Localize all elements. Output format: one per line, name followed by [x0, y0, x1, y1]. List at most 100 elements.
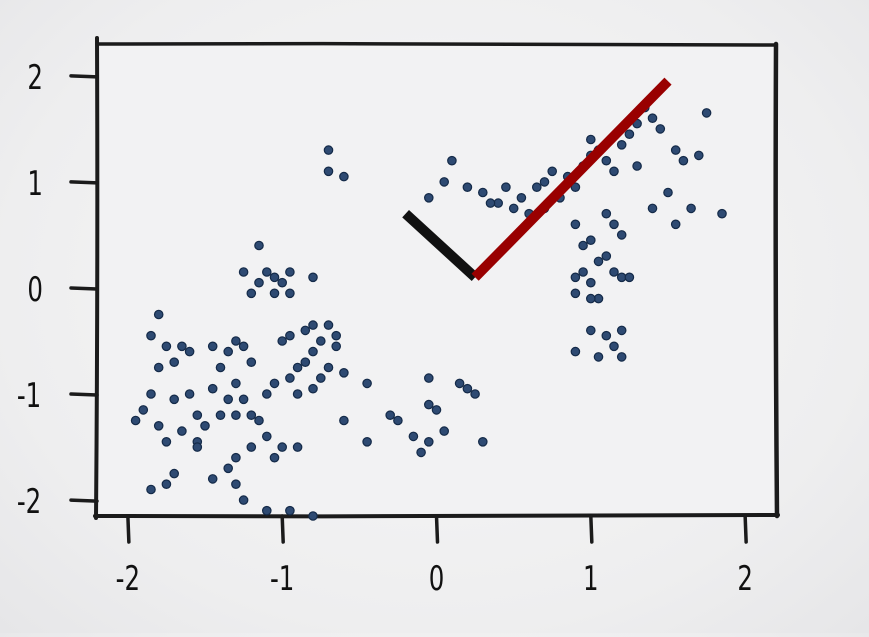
data-point: [578, 240, 588, 251]
data-point: [439, 426, 449, 436]
data-point: [285, 288, 295, 299]
data-point: [678, 155, 689, 166]
data-point: [570, 182, 581, 192]
x-tick-label: -2: [116, 559, 140, 598]
y-axis-line: [94, 36, 100, 520]
y-tick-label: -1: [17, 376, 41, 415]
data-point: [601, 208, 612, 219]
x-tick-label: 1: [583, 559, 599, 598]
plot-area: [97, 44, 776, 516]
data-point: [393, 415, 403, 426]
y-tick: [69, 180, 99, 185]
data-point: [285, 330, 295, 341]
data-point: [223, 463, 233, 474]
data-point: [261, 267, 272, 277]
data-point: [323, 362, 334, 373]
data-point: [585, 325, 596, 336]
data-point: [285, 505, 295, 516]
data-point: [292, 389, 303, 399]
data-point: [339, 415, 349, 426]
data-point: [177, 341, 187, 352]
y-tick-label: 1: [27, 164, 43, 203]
data-point: [647, 203, 658, 214]
data-point: [686, 203, 696, 214]
data-point: [146, 484, 156, 495]
data-point: [146, 389, 156, 399]
data-point: [362, 436, 372, 447]
data-point: [339, 171, 349, 182]
data-point: [431, 405, 442, 415]
data-point: [238, 267, 249, 277]
data-point: [601, 330, 612, 341]
data-point: [423, 436, 434, 447]
data-point: [323, 145, 334, 155]
data-point: [231, 410, 241, 420]
data-point: [184, 346, 195, 357]
data-point: [647, 113, 658, 123]
data-point: [331, 341, 341, 352]
data-point: [701, 108, 712, 118]
data-point: [246, 357, 257, 367]
data-point: [362, 378, 372, 389]
data-point: [277, 442, 287, 452]
data-point: [269, 288, 280, 299]
data-point: [408, 431, 419, 442]
data-point: [177, 426, 187, 436]
data-point: [670, 145, 681, 155]
data-point: [570, 288, 581, 299]
data-point: [570, 272, 581, 283]
data-point: [192, 410, 203, 420]
data-point: [153, 420, 164, 431]
data-point: [308, 346, 318, 357]
data-point: [308, 383, 318, 394]
data-point: [323, 320, 334, 330]
data-point: [462, 383, 473, 394]
data-point: [585, 277, 596, 288]
data-point: [423, 193, 434, 203]
data-point: [624, 129, 635, 139]
data-point: [138, 405, 149, 415]
data-point: [624, 272, 635, 283]
data-point: [655, 124, 666, 134]
y-tick-label: 0: [27, 270, 43, 309]
right-spine: [773, 41, 780, 519]
data-point: [215, 362, 226, 373]
data-point: [153, 362, 164, 373]
vector-black: [402, 210, 479, 281]
data-point: [215, 410, 226, 420]
data-point: [146, 330, 156, 341]
data-point: [385, 410, 395, 420]
data-point: [292, 362, 303, 373]
data-point: [454, 378, 465, 389]
data-point: [601, 155, 612, 166]
data-point: [585, 293, 596, 304]
data-point: [609, 341, 619, 352]
data-point: [547, 166, 557, 177]
data-point: [300, 357, 311, 367]
y-tick: [69, 392, 99, 397]
x-tick: [589, 514, 594, 544]
data-point: [277, 336, 287, 346]
data-point: [300, 325, 311, 336]
data-points: [130, 102, 727, 521]
x-tick: [126, 514, 131, 544]
data-point: [423, 399, 434, 410]
y-tick-label: -2: [17, 482, 41, 521]
data-point: [585, 134, 596, 145]
vector-red: [471, 77, 672, 281]
data-point: [516, 193, 527, 203]
y-tick-label: 2: [27, 58, 43, 97]
data-point: [439, 177, 449, 187]
x-tick-label: 0: [429, 559, 445, 598]
data-point: [223, 394, 233, 405]
data-point: [485, 198, 496, 208]
data-point: [246, 410, 257, 420]
data-point: [570, 346, 581, 357]
y-tick: [69, 74, 99, 79]
data-point: [285, 267, 295, 277]
data-point: [238, 495, 249, 505]
data-point: [601, 251, 612, 261]
data-point: [693, 150, 704, 161]
data-point: [246, 288, 257, 299]
data-point: [269, 378, 280, 389]
